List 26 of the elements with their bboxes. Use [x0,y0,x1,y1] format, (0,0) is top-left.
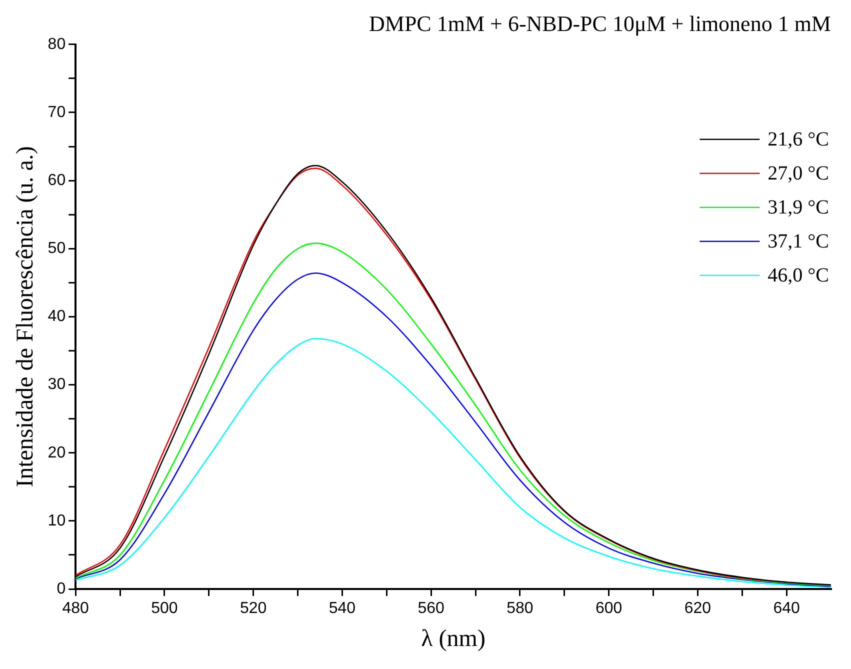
x-tick-label: 600 [595,600,622,618]
x-tick-label: 480 [62,600,90,618]
x-tick-label: 580 [506,600,534,618]
legend-label: 46,0 °C [768,264,830,287]
x-tick-label: 640 [773,600,800,618]
x-tick-label: 620 [684,600,712,618]
chart-title: DMPC 1mM + 6-NBD-PC 10μM + limoneno 1 mM [369,10,831,36]
y-tick-label: 10 [48,512,66,530]
y-tick-label: 70 [48,104,66,121]
y-axis-title: Intensidade de Fluorescência (u. a.) [12,146,39,488]
x-tick-label: 500 [151,600,178,618]
legend-label: 37,1 °C [768,230,830,253]
y-tick-label: 30 [48,376,66,394]
legend-label: 27,0 °C [768,162,830,185]
y-tick-label: 0 [56,580,66,598]
y-tick-label: 50 [48,240,66,258]
x-axis-title: λ (nm) [421,626,486,652]
legend-label: 21,6 °C [768,128,830,151]
y-tick-label: 40 [48,308,66,326]
y-tick-label: 60 [48,172,66,189]
y-tick-label: 20 [48,444,66,462]
x-tick-label: 560 [418,600,445,618]
x-tick-label: 540 [328,600,356,618]
y-tick-label: 80 [48,36,66,53]
legend-label: 31,9 °C [768,196,830,219]
x-tick-label: 520 [240,600,267,618]
